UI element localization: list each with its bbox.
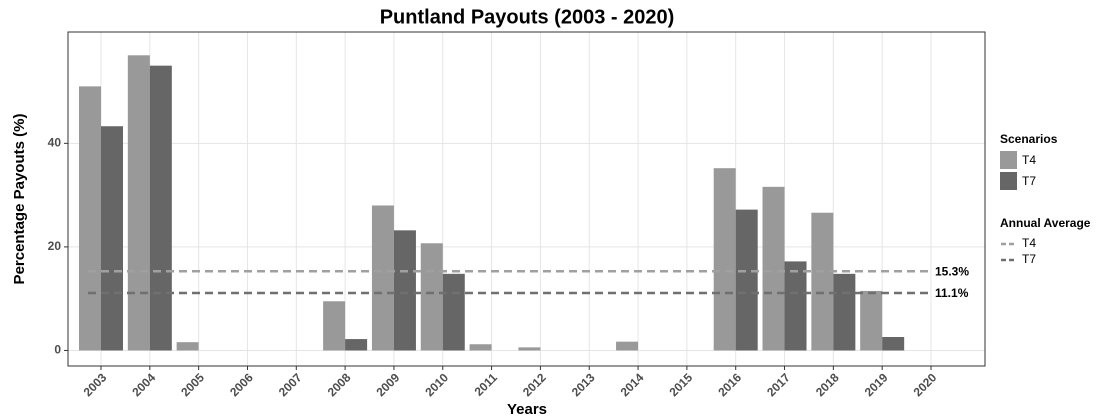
x-tick-label: 2012 <box>520 370 549 399</box>
x-tick-label: 2004 <box>129 370 158 399</box>
x-tick-label: 2006 <box>227 370 256 399</box>
bar <box>79 86 101 351</box>
x-tick-label: 2019 <box>862 370 891 399</box>
y-tick-label: 20 <box>48 239 62 253</box>
x-tick-label: 2008 <box>325 370 354 399</box>
x-tick-label: 2009 <box>374 370 403 399</box>
bar <box>784 261 807 351</box>
chart-title: Puntland Payouts (2003 - 2020) <box>380 6 675 28</box>
bar <box>882 337 905 351</box>
legend-label: T4 <box>1022 236 1036 250</box>
bar <box>860 290 883 351</box>
legend-swatch <box>1000 151 1017 169</box>
panel-border <box>67 31 986 367</box>
y-tick-label: 40 <box>48 136 62 150</box>
bar <box>713 168 736 351</box>
bar <box>323 301 346 351</box>
bar <box>811 212 834 351</box>
x-tick-label: 2010 <box>422 370 451 399</box>
bar <box>469 344 492 351</box>
x-tick-label: 2003 <box>81 370 110 399</box>
x-tick-label: 2005 <box>178 370 207 399</box>
bar <box>420 243 443 351</box>
y-tick-label: 0 <box>54 343 61 357</box>
bar <box>518 347 541 351</box>
average-label: 11.1% <box>935 286 969 300</box>
x-tick-label: 2015 <box>666 370 695 399</box>
legend-swatch <box>1000 172 1017 190</box>
x-tick-label: 2014 <box>618 370 647 399</box>
x-tick-label: 2020 <box>911 370 940 399</box>
y-axis-label: Percentage Payouts (%) <box>11 114 28 285</box>
bar <box>149 65 172 351</box>
bar <box>833 273 856 351</box>
x-axis-label: Years <box>507 401 547 418</box>
legend-title: Annual Average <box>1000 216 1091 230</box>
bar <box>762 186 785 351</box>
x-tick-label: 2007 <box>276 370 305 399</box>
legend-title: Scenarios <box>1000 132 1058 146</box>
average-label: 15.3% <box>935 264 969 278</box>
bar <box>101 126 123 351</box>
legend-label: T7 <box>1022 252 1036 266</box>
legend-label: T4 <box>1022 153 1036 167</box>
x-tick-label: 2016 <box>715 370 744 399</box>
x-tick-label: 2011 <box>472 370 501 399</box>
legend-label: T7 <box>1022 174 1036 188</box>
bar <box>442 273 465 351</box>
bar <box>371 205 394 351</box>
bar <box>735 209 758 351</box>
bar <box>393 230 416 351</box>
bar <box>127 55 150 351</box>
bar <box>176 342 199 351</box>
bar <box>616 341 639 351</box>
x-tick-label: 2017 <box>764 370 793 399</box>
bar <box>345 339 368 351</box>
x-tick-label: 2018 <box>813 370 842 399</box>
x-tick-label: 2013 <box>569 370 598 399</box>
